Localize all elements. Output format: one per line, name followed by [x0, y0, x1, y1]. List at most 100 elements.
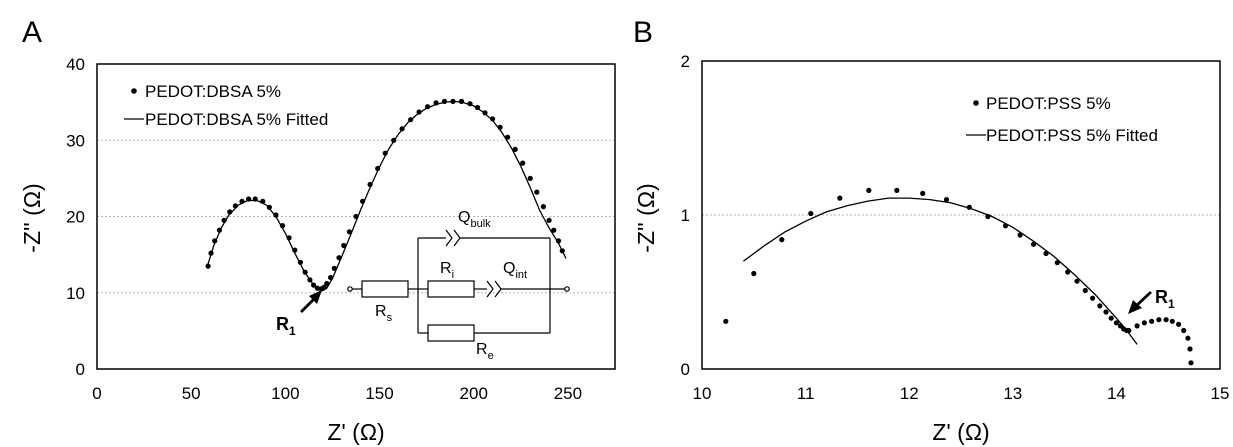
data-point: [346, 229, 352, 235]
legend-b-marker-swatch: [973, 100, 979, 106]
data-point: [297, 259, 303, 265]
data-point: [302, 269, 308, 275]
resistor-re: [427, 324, 475, 342]
equivalent-circuit: [347, 229, 570, 342]
x-tick-label: 100: [271, 384, 299, 403]
circuit-terminal-left: [347, 286, 353, 292]
resistor-ri: [427, 280, 475, 298]
data-point: [1082, 287, 1088, 294]
data-point: [286, 235, 292, 241]
data-point: [1176, 321, 1182, 327]
panel-a-legend: PEDOT:DBSA 5% PEDOT:DBSA 5% Fitted: [124, 82, 328, 129]
x-tick-label: 11: [797, 384, 815, 403]
r1-label-b: R1: [1155, 287, 1175, 311]
data-point: [331, 265, 337, 271]
y-tick-label: 0: [681, 360, 690, 379]
data-point: [391, 137, 397, 143]
data-point: [328, 274, 334, 281]
data-point: [527, 175, 533, 181]
data-point: [555, 238, 562, 244]
data-point: [1117, 323, 1124, 329]
data-point: [441, 98, 448, 104]
data-point: [324, 281, 330, 287]
panel-a: A 0 10 20 30 40 0 50 100 150 200 250 Z' (Ω) -Z'' (…: [19, 16, 616, 445]
data-point: [490, 116, 496, 122]
data-point: [751, 270, 757, 277]
data-point: [497, 124, 503, 130]
label-qbulk: Qbulk: [458, 209, 491, 230]
data-point: [467, 101, 473, 107]
data-point: [266, 204, 272, 210]
data-point: [546, 217, 552, 223]
data-point: [252, 196, 258, 202]
resistor-rs: [361, 280, 409, 298]
label-ri: Ri: [440, 260, 454, 281]
data-point: [279, 223, 286, 229]
r1-label-a: R1: [276, 314, 296, 338]
data-point: [425, 104, 431, 110]
y-tick-label: 10: [66, 284, 85, 303]
data-point: [416, 109, 422, 115]
x-tick-label: 150: [365, 384, 393, 403]
data-point: [920, 190, 926, 196]
data-point: [534, 189, 540, 195]
circuit-terminal-right: [564, 286, 570, 292]
data-point: [1185, 335, 1191, 341]
x-tick-label: 12: [900, 384, 919, 403]
data-point: [246, 196, 252, 202]
panel-a-fitted-series: [207, 100, 567, 292]
data-point: [779, 237, 785, 243]
data-point: [239, 198, 245, 204]
data-point: [808, 210, 814, 217]
x-tick-label: 50: [182, 384, 201, 403]
data-point: [1169, 318, 1175, 324]
data-point: [1126, 327, 1132, 334]
data-point: [367, 181, 373, 188]
data-point: [311, 282, 317, 288]
data-point: [341, 242, 347, 249]
data-point: [360, 198, 366, 204]
panel-a-plot-frame: [96, 63, 616, 370]
data-point: [307, 277, 313, 283]
fitted-line: [207, 100, 567, 292]
data-point: [1002, 223, 1009, 229]
data-point: [1163, 317, 1169, 323]
r1-arrowhead-a: [309, 290, 322, 304]
panel-b-measured-series: [723, 187, 1194, 366]
data-point: [1134, 323, 1140, 329]
data-point: [512, 146, 518, 152]
data-point: [520, 160, 526, 166]
data-point: [292, 247, 298, 253]
x-tick-label: 10: [693, 384, 712, 403]
data-point: [375, 165, 381, 172]
data-point: [1149, 318, 1155, 324]
r1-arrow-shaft-b: [1135, 290, 1152, 308]
data-point: [458, 98, 465, 104]
data-point: [723, 318, 729, 324]
panel-b-y-axis-title: -Z'' (Ω): [633, 183, 659, 252]
data-point: [321, 284, 327, 290]
data-point: [1030, 241, 1037, 247]
y-tick-label: 40: [66, 55, 85, 74]
label-rs: Rs: [375, 303, 393, 324]
x-tick-label: 0: [92, 384, 101, 403]
data-point: [985, 213, 991, 220]
panel-a-measured-series: [205, 98, 565, 292]
legend-b-measured-label: PEDOT:PSS 5%: [986, 94, 1111, 113]
data-point: [433, 100, 439, 106]
panel-a-x-axis-title: Z' (Ω): [327, 419, 384, 445]
data-point: [866, 187, 872, 193]
data-point: [208, 250, 214, 256]
data-point: [505, 134, 511, 140]
data-point: [216, 227, 222, 233]
cpe-qint: [486, 280, 502, 298]
data-point: [227, 209, 233, 215]
x-tick-label: 14: [1107, 384, 1126, 403]
data-point: [273, 212, 279, 218]
panel-a-letter: A: [22, 16, 42, 49]
panel-a-tick-labels: 0 10 20 30 40 0 50 100 150 200 250: [66, 55, 582, 403]
data-point: [260, 198, 266, 204]
data-point: [837, 195, 843, 201]
